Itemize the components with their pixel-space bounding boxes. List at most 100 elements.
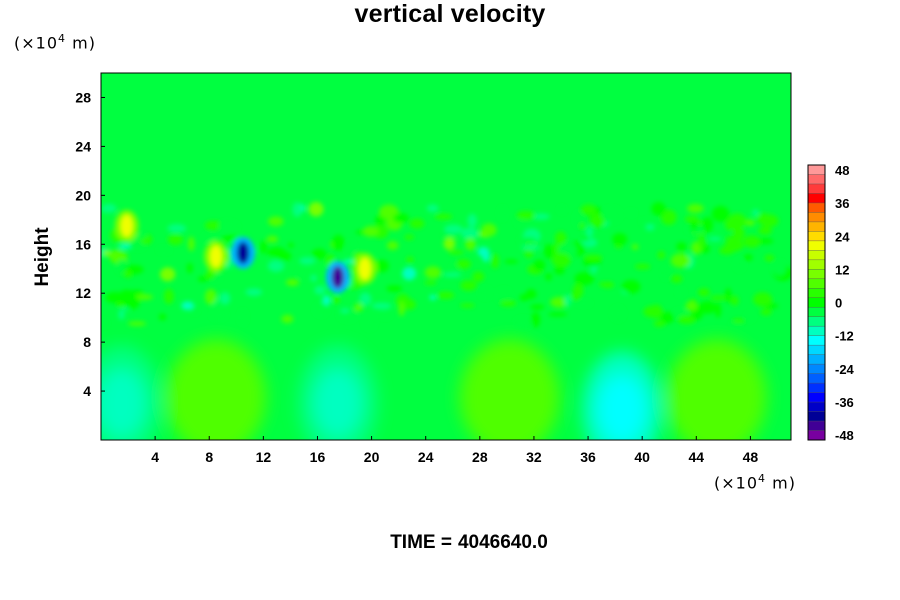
eddy [515, 218, 529, 227]
chart-title: vertical velocity [354, 0, 546, 28]
eddy [118, 289, 136, 305]
eddy [311, 248, 327, 260]
colorbar-swatch [808, 183, 825, 194]
y-unit-prefix: (×10 [14, 33, 59, 53]
eddy [715, 302, 722, 318]
colorbar-swatch [808, 165, 825, 175]
eddy [205, 270, 216, 280]
eddy [423, 280, 437, 285]
eddy [579, 223, 586, 229]
eddy [402, 266, 417, 281]
colorbar-swatch [808, 364, 825, 375]
eddy [653, 320, 666, 327]
eddy [621, 280, 641, 294]
eddy [197, 276, 208, 282]
colorbar-swatch [808, 212, 825, 223]
colorbar-swatch [808, 430, 825, 441]
eddy [553, 266, 565, 275]
colorbar-swatch [808, 411, 825, 422]
x-tick-label: 12 [256, 449, 272, 465]
y-tick-label: 16 [75, 236, 91, 252]
eddy [406, 256, 414, 263]
colorbar-swatch [808, 240, 825, 251]
eddy [521, 245, 541, 251]
colorbar-tick-label: 24 [835, 229, 850, 244]
colorbar-tick-label: -48 [835, 428, 854, 443]
y-unit-exponent: 4 [58, 32, 67, 45]
eddy [479, 287, 491, 299]
strong-downdraft [237, 241, 250, 264]
eddy [285, 278, 300, 287]
updraft-cell-core [479, 363, 540, 432]
eddy [772, 261, 787, 276]
colorbar-swatch [808, 269, 825, 280]
colorbar-swatch [808, 202, 825, 213]
eddy [602, 281, 615, 289]
eddy [374, 214, 386, 227]
eddy [676, 288, 685, 296]
eddy [758, 226, 773, 235]
eddy [456, 258, 472, 270]
colorbar-swatch [808, 335, 825, 346]
eddy [268, 216, 284, 227]
strong-updraft [120, 214, 133, 237]
eddy [649, 304, 663, 319]
downdraft-cell-core [101, 369, 146, 438]
eddy [157, 247, 171, 253]
eddy [590, 213, 606, 228]
eddy [481, 223, 497, 237]
eddy [711, 206, 730, 222]
time-label: TIME = [390, 532, 452, 553]
colorbar-swatch [808, 259, 825, 270]
eddy [260, 240, 268, 254]
eddy [640, 219, 659, 225]
colorbar-swatch [808, 221, 825, 232]
eddy [167, 234, 184, 246]
eddy [745, 219, 756, 226]
eddy [127, 321, 147, 326]
eddy [504, 259, 519, 264]
colorbar-tick-label: -24 [835, 362, 855, 377]
eddy [204, 289, 217, 305]
colorbar-swatch [808, 383, 825, 394]
eddy [697, 287, 710, 297]
time-value: 4046640.0 [457, 532, 548, 553]
y-tick-label: 4 [83, 383, 91, 399]
y-tick-label: 28 [75, 89, 91, 105]
eddy [651, 202, 666, 216]
y-tick-label: 24 [75, 138, 91, 154]
eddy [332, 296, 340, 304]
eddy [548, 312, 568, 317]
eddy [612, 306, 624, 321]
eddy [332, 234, 345, 251]
eddy [760, 308, 772, 316]
colorbar-swatch [808, 307, 825, 318]
eddy [371, 302, 392, 310]
eddy [574, 272, 595, 286]
velocity-field [101, 73, 791, 440]
eddy [163, 288, 174, 305]
colorbar-tick-label: 48 [835, 163, 849, 178]
eddy [424, 266, 442, 279]
eddy [398, 301, 405, 317]
eddy [459, 303, 475, 308]
colorbar-swatch [808, 326, 825, 337]
eddy [725, 218, 736, 231]
eddy [426, 204, 439, 213]
eddy [181, 301, 195, 311]
eddy [645, 224, 655, 231]
eddy [685, 301, 698, 312]
eddy [558, 206, 565, 214]
eddy [743, 235, 761, 248]
eddy [576, 301, 592, 306]
eddy [531, 311, 541, 328]
eddy [103, 250, 112, 257]
y-axis: 4 8 12 16 20 24 28 [75, 89, 105, 399]
x-tick-label: 44 [689, 449, 705, 465]
colorbar-swatch [808, 373, 825, 384]
eddy [442, 233, 459, 238]
eddy [698, 236, 706, 249]
colorbar-tick-label: 0 [835, 296, 842, 311]
eddy [379, 204, 399, 220]
